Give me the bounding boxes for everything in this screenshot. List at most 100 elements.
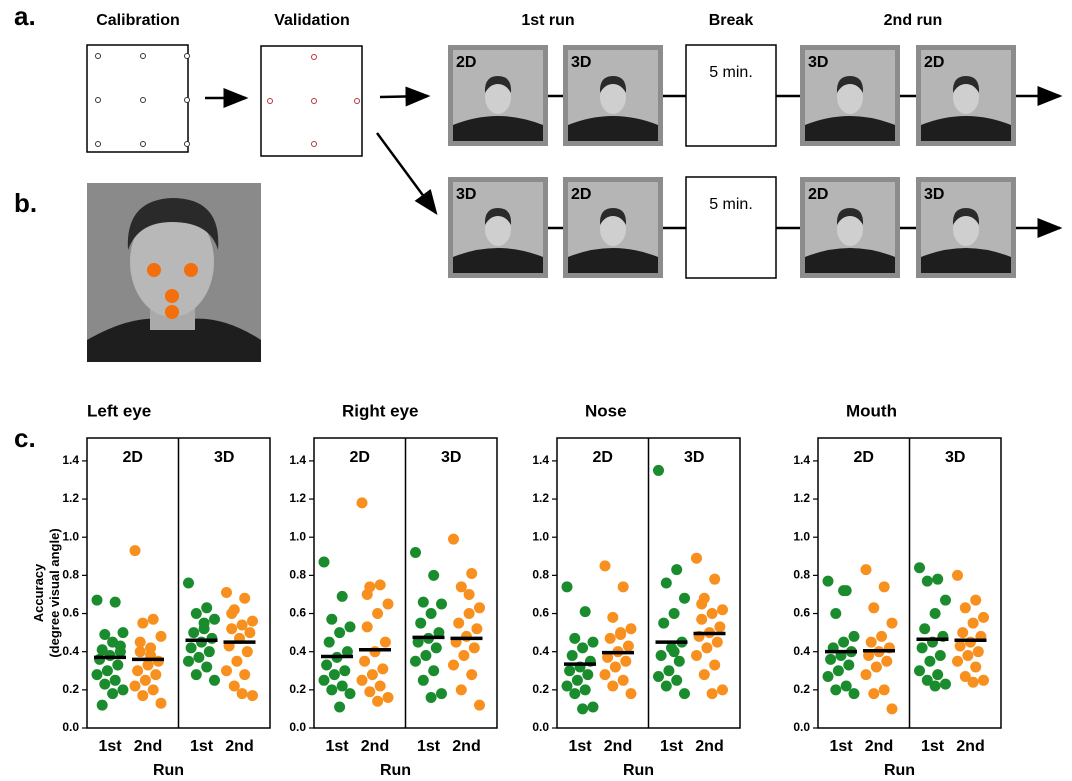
head bbox=[600, 80, 626, 114]
point bbox=[868, 688, 880, 700]
point bbox=[965, 636, 976, 648]
y-tick-label: 0.8 bbox=[289, 568, 306, 582]
y-tick-label: 1.2 bbox=[532, 491, 549, 505]
point bbox=[377, 663, 389, 675]
condition-label: 3D bbox=[571, 54, 591, 71]
point bbox=[433, 627, 445, 639]
calibration-screen bbox=[86, 44, 189, 153]
header: 2nd run bbox=[884, 12, 943, 29]
point bbox=[428, 665, 440, 677]
body bbox=[568, 116, 658, 141]
point bbox=[825, 653, 837, 665]
hair bbox=[599, 208, 627, 225]
point bbox=[188, 627, 200, 639]
point bbox=[706, 688, 718, 700]
point bbox=[190, 669, 202, 681]
point bbox=[147, 684, 159, 696]
point bbox=[620, 655, 632, 667]
point bbox=[321, 659, 333, 671]
point bbox=[466, 567, 478, 579]
point bbox=[461, 630, 472, 642]
point bbox=[696, 613, 708, 625]
y-axis-title: Accuracy(degree visual angle) bbox=[31, 528, 62, 657]
body bbox=[805, 116, 895, 141]
hair bbox=[952, 76, 980, 93]
point bbox=[709, 659, 721, 671]
point bbox=[196, 636, 207, 648]
point bbox=[228, 680, 240, 692]
condition-label: 2D bbox=[456, 54, 476, 71]
point bbox=[474, 699, 485, 711]
point bbox=[607, 680, 619, 692]
point bbox=[967, 676, 979, 688]
point bbox=[318, 674, 330, 686]
point bbox=[607, 611, 619, 623]
x-tick-label: 1st bbox=[921, 738, 945, 755]
point bbox=[668, 646, 680, 658]
point bbox=[916, 642, 928, 654]
x-tick-label: 2nd bbox=[225, 738, 253, 755]
point bbox=[455, 581, 467, 593]
y-tick-label: 0.0 bbox=[793, 720, 810, 734]
point bbox=[691, 552, 702, 564]
point bbox=[870, 661, 882, 673]
point bbox=[341, 646, 353, 658]
panel-label: 3D bbox=[945, 449, 965, 466]
stimulus-image: 2D bbox=[800, 177, 900, 278]
point bbox=[830, 608, 842, 620]
point bbox=[932, 669, 944, 681]
point bbox=[921, 674, 933, 686]
point bbox=[929, 608, 941, 620]
point bbox=[129, 680, 141, 692]
y-tick-label: 0.6 bbox=[532, 606, 549, 620]
point bbox=[221, 587, 232, 599]
point bbox=[599, 560, 611, 572]
stimulus-image: 3D bbox=[916, 177, 1016, 278]
point bbox=[361, 588, 373, 600]
point bbox=[99, 629, 111, 641]
point bbox=[415, 617, 427, 629]
point bbox=[206, 632, 218, 644]
point bbox=[129, 545, 141, 557]
point bbox=[717, 684, 728, 696]
point bbox=[876, 630, 888, 642]
chart-title: Mouth bbox=[846, 401, 897, 420]
panel-label: b. bbox=[14, 188, 37, 218]
point bbox=[698, 669, 710, 681]
point bbox=[860, 669, 872, 681]
point bbox=[840, 680, 852, 692]
point bbox=[468, 642, 480, 654]
point bbox=[599, 669, 611, 681]
point bbox=[671, 564, 683, 576]
hair bbox=[836, 208, 864, 225]
design-flow: 2D 3D 5 min. 3D 2D 3D 2D 5 min. 2D 3D bbox=[448, 44, 1063, 279]
point bbox=[604, 632, 616, 644]
point bbox=[193, 651, 205, 663]
point bbox=[962, 650, 974, 661]
point bbox=[101, 665, 113, 677]
x-tick-label: 2nd bbox=[956, 738, 984, 755]
panel-label: 2D bbox=[123, 449, 143, 466]
point bbox=[364, 686, 376, 698]
point bbox=[436, 598, 447, 610]
point bbox=[959, 670, 971, 682]
point bbox=[328, 669, 340, 681]
point bbox=[932, 573, 944, 585]
point bbox=[221, 665, 232, 677]
point bbox=[344, 621, 356, 633]
y-tick-label: 0.6 bbox=[62, 606, 79, 620]
point bbox=[625, 688, 637, 700]
point bbox=[244, 627, 256, 639]
point bbox=[954, 640, 966, 652]
point bbox=[625, 623, 637, 635]
point bbox=[691, 650, 702, 661]
y-tick-label: 1.4 bbox=[532, 453, 549, 467]
point bbox=[239, 669, 251, 681]
condition-label: 2D bbox=[571, 186, 591, 203]
point bbox=[323, 636, 335, 648]
point bbox=[673, 655, 685, 667]
stimulus-image: 2D bbox=[448, 45, 548, 146]
point bbox=[134, 636, 146, 648]
point bbox=[183, 655, 194, 667]
point bbox=[564, 665, 576, 677]
